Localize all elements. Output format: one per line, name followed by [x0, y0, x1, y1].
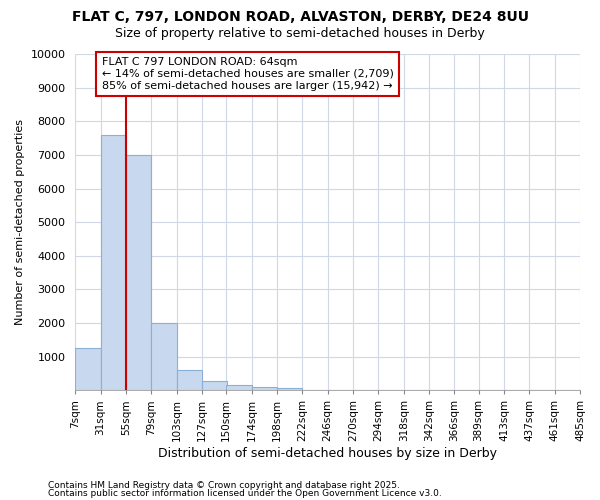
Text: Contains public sector information licensed under the Open Government Licence v3: Contains public sector information licen…	[48, 489, 442, 498]
Bar	[151, 323, 176, 390]
Bar	[176, 370, 202, 390]
Bar	[202, 381, 227, 390]
Bar	[226, 385, 251, 390]
Text: FLAT C, 797, LONDON ROAD, ALVASTON, DERBY, DE24 8UU: FLAT C, 797, LONDON ROAD, ALVASTON, DERB…	[71, 10, 529, 24]
Text: Size of property relative to semi-detached houses in Derby: Size of property relative to semi-detach…	[115, 28, 485, 40]
Bar	[251, 387, 277, 390]
Bar	[101, 134, 126, 390]
Bar	[75, 348, 101, 391]
X-axis label: Distribution of semi-detached houses by size in Derby: Distribution of semi-detached houses by …	[158, 447, 497, 460]
Text: Contains HM Land Registry data © Crown copyright and database right 2025.: Contains HM Land Registry data © Crown c…	[48, 480, 400, 490]
Y-axis label: Number of semi-detached properties: Number of semi-detached properties	[15, 119, 25, 325]
Bar	[277, 388, 302, 390]
Text: FLAT C 797 LONDON ROAD: 64sqm
← 14% of semi-detached houses are smaller (2,709)
: FLAT C 797 LONDON ROAD: 64sqm ← 14% of s…	[101, 58, 394, 90]
Bar	[126, 155, 151, 390]
